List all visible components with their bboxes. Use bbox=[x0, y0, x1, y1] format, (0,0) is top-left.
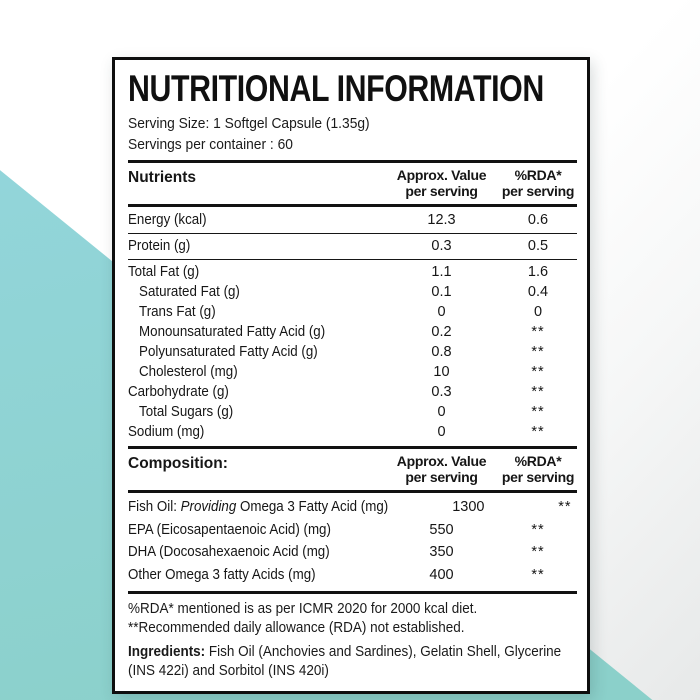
servings-per-container-line: Servings per container : 60 bbox=[128, 136, 293, 153]
divider-above-footnotes bbox=[128, 591, 577, 594]
table-row-other-omega3: Other Omega 3 fatty Acids (mg) 400 ** bbox=[128, 566, 545, 583]
composition-block: Fish Oil: Providing Omega 3 Fatty Acid (… bbox=[128, 493, 577, 591]
footnotes: %RDA* mentioned is as per ICMR 2020 for … bbox=[128, 600, 577, 681]
rda-footnote: %RDA* mentioned is as per ICMR 2020 for … bbox=[128, 601, 478, 636]
label-title-text: NUTRITIONAL INFORMATION bbox=[128, 68, 544, 109]
composition-header-row: Composition: Approx. Value per serving %… bbox=[128, 449, 577, 490]
approx-value-column-title: Approx. Value per serving bbox=[396, 167, 487, 199]
divider-above-composition-header bbox=[128, 446, 577, 449]
ingredients-line: Ingredients: Fish Oil (Anchovies and Sar… bbox=[128, 643, 577, 681]
table-row-cholesterol: Cholesterol (mg) 10 ** bbox=[139, 364, 545, 380]
nutrients-header-row: Nutrients Approx. Value per serving %RDA… bbox=[128, 163, 577, 204]
table-row-saturated-fat: Saturated Fat (g) 0.1 0.4 bbox=[139, 284, 549, 300]
composition-rda-column-title: %RDA* per serving bbox=[501, 453, 575, 485]
table-row-sodium: Sodium (mg) 0 ** bbox=[128, 424, 545, 440]
divider-above-nutrients-header bbox=[128, 160, 577, 163]
table-row-monounsaturated: Monounsaturated Fatty Acid (g) 0.2 ** bbox=[139, 324, 545, 340]
table-row-trans-fat: Trans Fat (g) 0 0 bbox=[139, 304, 543, 320]
composition-approx-value-column-title: Approx. Value per serving bbox=[396, 453, 487, 485]
table-row-protein: Protein (g) 0.3 0.5 bbox=[128, 234, 577, 260]
table-row-carbohydrate: Carbohydrate (g) 0.3 ** bbox=[128, 384, 545, 400]
divider-below-composition-header bbox=[128, 490, 577, 493]
table-row-energy: Energy (kcal) 12.3 0.6 bbox=[128, 207, 577, 234]
serving-size-line: Serving Size: 1 Softgel Capsule (1.35g) bbox=[128, 115, 370, 132]
table-row-total-fat: Total Fat (g) 1.1 1.6 bbox=[128, 264, 549, 280]
table-row-polyunsaturated: Polyunsaturated Fatty Acid (g) 0.8 ** bbox=[139, 344, 545, 360]
nutrients-column-title: Nutrients bbox=[128, 169, 197, 186]
ingredients-label: Ingredients: bbox=[128, 644, 206, 660]
table-row-epa: EPA (Eicosapentaenoic Acid) (mg) 550 ** bbox=[128, 521, 545, 538]
table-row-total-sugars: Total Sugars (g) 0 ** bbox=[139, 404, 545, 420]
table-row-fish-oil: Fish Oil: Providing Omega 3 Fatty Acid (… bbox=[128, 499, 572, 515]
ingredients-text: Fish Oil (Anchovies and Sardines), Gelat… bbox=[128, 644, 562, 679]
divider-below-nutrients-header bbox=[128, 204, 577, 207]
nutrition-label-card: NUTRITIONAL INFORMATION Serving Size: 1 … bbox=[112, 57, 590, 694]
label-title: NUTRITIONAL INFORMATION bbox=[128, 70, 577, 107]
rda-column-title: %RDA* per serving bbox=[501, 167, 575, 199]
composition-column-title: Composition: bbox=[128, 455, 228, 472]
fat-carb-sodium-block: Total Fat (g) 1.1 1.6 Saturated Fat (g) … bbox=[128, 260, 577, 446]
table-row-dha: DHA (Docosahexaenoic Acid (mg) 350 ** bbox=[128, 544, 545, 560]
